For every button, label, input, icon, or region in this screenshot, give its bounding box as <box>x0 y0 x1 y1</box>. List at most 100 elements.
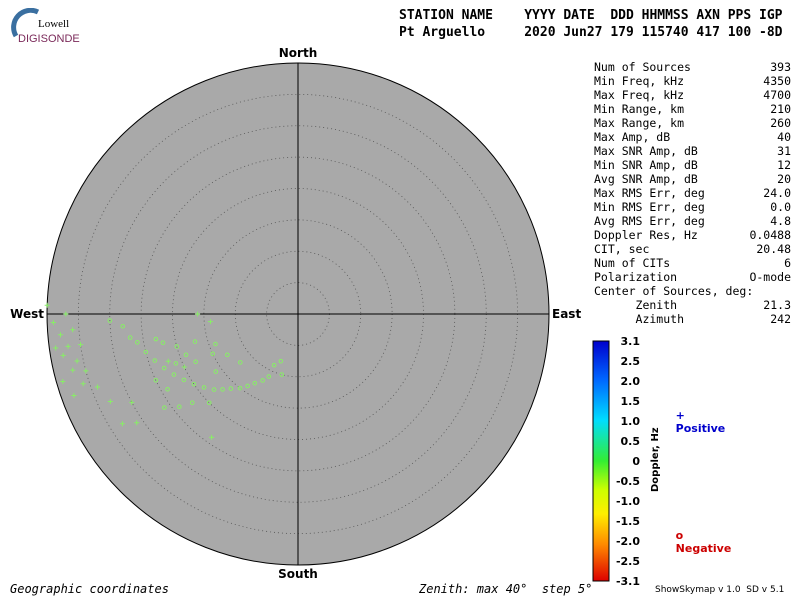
source-point-circle <box>266 374 272 379</box>
source-point-plus <box>165 358 171 364</box>
stat-label: CIT, sec <box>594 242 650 256</box>
source-point-plus <box>195 311 201 317</box>
east-label: East <box>552 307 581 321</box>
source-point-circle <box>252 380 258 386</box>
source-point-plus <box>57 332 63 338</box>
doppler-colorbar <box>592 340 610 582</box>
stat-row: Polarization O-mode <box>594 270 791 284</box>
stat-value: 4700 <box>763 88 791 102</box>
source-point-circle <box>193 359 198 365</box>
stat-label: Min Freq, kHz <box>594 74 685 88</box>
stat-label: Avg SNR Amp, dB <box>594 172 698 186</box>
stat-label: Max Amp, dB <box>594 130 671 144</box>
source-point-circle <box>183 352 189 358</box>
stat-label: Center of Sources, deg: <box>594 284 754 298</box>
colorbar-tick-label: 1.5 <box>621 395 641 408</box>
north-label: North <box>279 46 317 60</box>
stat-value: 12 <box>777 158 791 172</box>
stat-label: Azimuth <box>594 312 685 326</box>
source-point-circle <box>245 383 250 389</box>
stat-row: Min RMS Err, deg 0.0 <box>594 200 791 214</box>
source-point-circle <box>228 386 234 391</box>
source-point-plus <box>65 343 71 349</box>
stat-row: Num of Sources 393 <box>594 60 791 74</box>
stat-row: Max Freq, kHz 4700 <box>594 88 791 102</box>
stat-label: Max Range, km <box>594 116 685 130</box>
colorbar-tick-label: 2.0 <box>621 375 641 388</box>
source-point-circle <box>181 377 187 383</box>
logo-arc <box>11 7 40 38</box>
stat-label: Min RMS Err, deg <box>594 200 705 214</box>
colorbar-tick-label: -0.5 <box>616 475 640 488</box>
south-label: South <box>278 567 318 581</box>
source-point-circle <box>165 387 170 392</box>
source-point-circle <box>177 404 182 410</box>
stat-value: 210 <box>770 102 791 116</box>
source-point-circle <box>135 340 140 345</box>
source-point-circle <box>201 385 207 390</box>
source-point-plus <box>207 319 213 325</box>
source-point-circle <box>213 341 218 347</box>
colorbar-tick-label: -2.5 <box>616 555 640 568</box>
source-point-circle <box>278 358 284 364</box>
stat-row: Min Range, km 210 <box>594 102 791 116</box>
colorbar-title: Doppler, Hz <box>650 427 661 492</box>
source-point-plus <box>70 367 76 373</box>
stat-row: Azimuth 242 <box>594 312 791 326</box>
stat-row: Doppler Res, Hz 0.0488 <box>594 228 791 242</box>
stat-row: Zenith 21.3 <box>594 298 791 312</box>
colorbar-ticks: 3.1 2.5 2.0 1.5 1.0 0.5 0 -0.5 -1.0 -1.5 -2.0 -2.5 -… <box>616 335 640 588</box>
source-points <box>44 302 285 440</box>
header-line-2: Pt Arguello 2020 Jun27 179 115740 417 10… <box>399 25 783 40</box>
logo-bottom-text: DIGISONDE <box>18 33 80 45</box>
stat-value: 40 <box>777 130 791 144</box>
legend-positive: + Positive <box>668 396 726 435</box>
stat-label: Zenith <box>594 298 678 312</box>
source-point-circle <box>279 372 285 377</box>
stat-label: Avg RMS Err, deg <box>594 214 705 228</box>
stat-label: Polarization <box>594 270 678 284</box>
stat-value: 0.0 <box>770 200 791 214</box>
footer-coordinates: Geographic coordinates <box>10 582 169 596</box>
stat-value: 242 <box>770 312 791 326</box>
source-point-plus <box>209 434 215 440</box>
colorbar-tick-label: 0 <box>632 455 640 468</box>
source-point-plus <box>129 399 135 405</box>
stat-value: 393 <box>770 60 791 74</box>
stat-label: Max RMS Err, deg <box>594 186 705 200</box>
stat-value: 6 <box>784 256 791 270</box>
source-point-circle <box>192 339 198 344</box>
stat-row: Max RMS Err, deg 24.0 <box>594 186 791 200</box>
source-point-circle <box>120 323 126 329</box>
source-point-plus <box>53 345 59 351</box>
colorbar-tick-label: -2.0 <box>616 535 640 548</box>
colorbar-tick-label: 3.1 <box>621 335 641 348</box>
stat-value: 20.48 <box>756 242 791 256</box>
footer-version: ShowSkymap v 1.0 SD v 5.1 <box>655 585 785 595</box>
source-point-plus <box>60 352 66 358</box>
legend-positive-symbol: + <box>675 409 685 422</box>
stat-row: Max Range, km 260 <box>594 116 791 130</box>
colorbar-tick-label: -1.0 <box>616 495 640 508</box>
source-point-circle <box>213 369 219 374</box>
source-point-plus <box>74 358 80 364</box>
stat-value: 31 <box>777 144 791 158</box>
stat-value: 21.3 <box>763 298 791 312</box>
source-point-plus <box>50 320 56 326</box>
source-point-circle <box>238 360 243 365</box>
stat-row: Center of Sources, deg: <box>594 284 791 298</box>
source-point-plus <box>63 311 69 317</box>
source-point-plus <box>80 381 86 387</box>
colorbar-tick-label: 1.0 <box>621 415 641 428</box>
source-point-circle <box>211 387 217 392</box>
source-point-plus <box>71 393 77 399</box>
source-point-plus <box>44 302 50 308</box>
source-point-circle <box>220 387 225 392</box>
colorbar-tick-label: 0.5 <box>621 435 641 448</box>
colorbar-tick-label: 2.5 <box>621 355 641 368</box>
source-point-plus <box>70 327 76 333</box>
header-line-1: STATION NAME YYYY DATE DDD HHMMSS AXN PP… <box>399 8 783 23</box>
source-point-plus <box>107 399 113 405</box>
source-point-plus <box>60 378 66 384</box>
colorbar-tick-label: -1.5 <box>616 515 640 528</box>
